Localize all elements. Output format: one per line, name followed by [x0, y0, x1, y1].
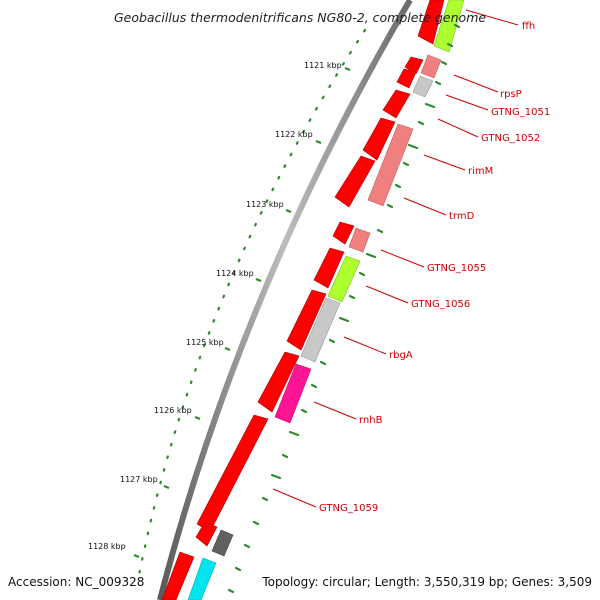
cds-rnhB — [257, 351, 300, 413]
plot-tick — [386, 203, 394, 209]
leader-lines — [272, 9, 519, 508]
genome-backbone — [157, 0, 413, 600]
plot-tick — [328, 338, 336, 344]
scale-tick-1126 — [194, 415, 201, 421]
cog-box-gtng-1055 — [348, 227, 371, 253]
gene-label-trmD: trmD — [449, 211, 475, 222]
cds-rbgA — [286, 289, 327, 351]
leader-gtng-1051 — [445, 94, 489, 111]
leader-gtng-1052 — [437, 118, 479, 138]
cds-gtng-1055 — [332, 221, 355, 245]
gene-label-gtng-1055: GTNG_1055 — [427, 263, 486, 274]
cog-box-gtng-1056 — [327, 255, 361, 303]
cds-gtng-1060 — [195, 521, 218, 547]
leader-gtng-1056 — [365, 285, 409, 304]
leader-rpsP — [453, 74, 499, 93]
plot-tick — [394, 183, 402, 189]
plot-tick — [440, 60, 448, 66]
cog-box-rimM — [367, 123, 414, 207]
gene-label-rnhB: rnhB — [359, 415, 383, 426]
scale-tick-1123 — [285, 208, 292, 214]
cds-rimM — [362, 117, 396, 161]
forward-strand — [161, 0, 445, 600]
gene-label-rbgA: rbgA — [389, 350, 413, 361]
leader-ffh — [465, 9, 519, 26]
cog-box-gtng-1061 — [187, 557, 217, 600]
plot-tick — [310, 383, 318, 389]
scale-label-1123: 1123 kbp — [246, 200, 284, 209]
plot-ticks — [227, 23, 461, 594]
cog-box-rbgA — [300, 297, 341, 363]
scale-track — [136, 28, 367, 582]
scale-label-1128: 1128 kbp — [88, 542, 126, 551]
plot-tick — [402, 161, 410, 167]
scale-label-1122: 1122 kbp — [275, 130, 313, 139]
gene-label-ffh: ffh — [522, 21, 535, 32]
plot-tick — [288, 430, 300, 437]
scale-tick-1122 — [315, 139, 322, 145]
scale-ticks — [133, 66, 351, 559]
cds-trmD — [334, 155, 376, 208]
scale-tick-1127 — [163, 484, 170, 490]
scale-tick-1125 — [224, 346, 231, 352]
plot-tick — [348, 294, 356, 300]
scale-tick-1124 — [255, 277, 262, 283]
cog-box-rpsP — [420, 54, 442, 79]
gene-label-gtng-1052: GTNG_1052 — [481, 133, 540, 144]
plot-tick — [270, 473, 282, 480]
cog-box-gtng-1051 — [412, 75, 434, 98]
plot-tick — [446, 42, 454, 48]
cds-gtng-1056 — [313, 247, 345, 289]
gene-label-gtng-1051: GTNG_1051 — [491, 107, 550, 118]
cds-gtng-1051 — [396, 68, 417, 89]
scale-tick-1128 — [133, 553, 140, 559]
gene-label-gtng-1056: GTNG_1056 — [411, 299, 470, 310]
leader-gtng-1055 — [380, 249, 425, 268]
leader-rnhB — [313, 401, 357, 420]
genome-summary-text: Topology: circular; Length: 3,550,319 bp… — [262, 575, 592, 589]
scale-label-1127: 1127 kbp — [120, 475, 158, 484]
plot-tick — [376, 228, 384, 234]
cog-box-gtng-1060 — [211, 529, 234, 557]
cds-rpsP — [404, 56, 424, 75]
leader-gtng-1059 — [272, 488, 317, 508]
scale-label-1124: 1124 kbp — [216, 269, 254, 278]
leader-trmD — [403, 197, 447, 216]
plot-tick — [261, 496, 269, 502]
plot-tick — [252, 520, 260, 526]
leader-rbgA — [343, 336, 387, 355]
map-title: Geobacillus thermodenitrificans NG80-2, … — [113, 10, 487, 25]
plot-tick — [417, 120, 425, 126]
scale-tick-1121 — [344, 66, 351, 72]
plot-tick — [434, 80, 442, 86]
scale-label-1126: 1126 kbp — [154, 406, 192, 415]
plot-tick — [365, 252, 377, 259]
plot-tick — [243, 543, 251, 549]
plot-tick — [453, 23, 461, 29]
accession-text: Accession: NC_009328 — [8, 575, 145, 589]
cog-strand — [187, 0, 465, 600]
gene-label-rimM: rimM — [468, 166, 493, 177]
leader-rimM — [423, 154, 466, 171]
cds-gtng-1052 — [382, 89, 411, 119]
plot-tick — [358, 271, 366, 277]
plot-tick — [424, 102, 436, 109]
plot-tick — [319, 360, 327, 366]
cds-ffh — [417, 0, 445, 45]
scale-label-1121: 1121 kbp — [304, 61, 342, 70]
cog-box-ffh — [433, 0, 465, 53]
gene-label-gtng-1059: GTNG_1059 — [319, 503, 378, 514]
plot-tick — [234, 566, 242, 572]
cog-box-rnhB — [274, 363, 312, 424]
scale-label-1125: 1125 kbp — [186, 338, 224, 347]
plot-tick — [227, 588, 235, 594]
plot-tick — [300, 408, 308, 414]
plot-tick — [281, 453, 289, 459]
cds-gtng-1061 — [161, 551, 195, 600]
plot-tick — [407, 143, 419, 150]
gene-label-rpsP: rpsP — [500, 89, 522, 100]
plot-tick — [338, 316, 350, 323]
